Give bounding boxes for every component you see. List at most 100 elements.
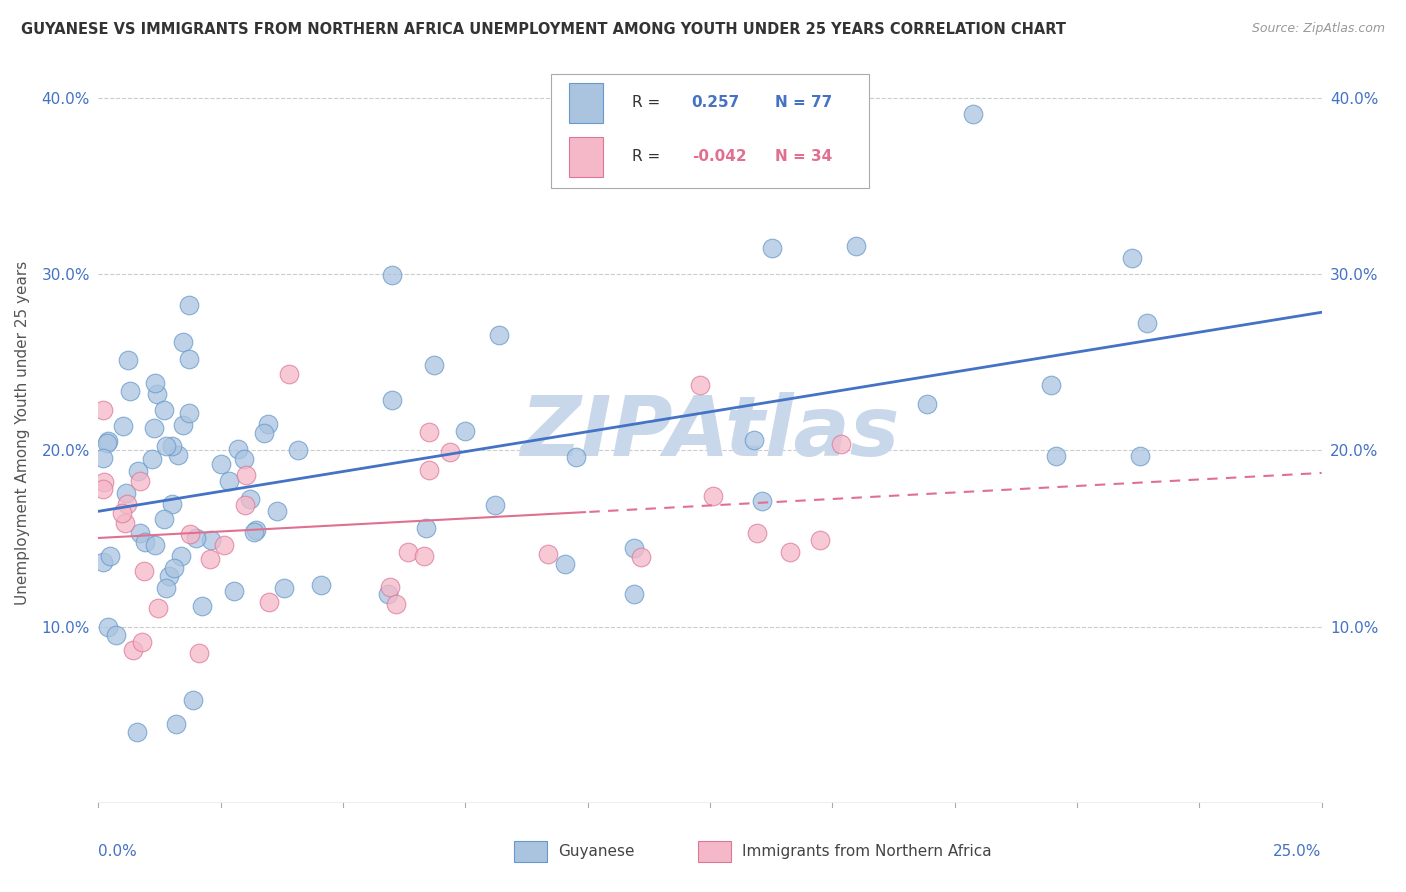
Point [96,436,118,450]
Point [111,419,134,434]
Point [111,506,134,520]
Point [761,241,783,255]
Point [418,425,440,440]
Text: Guyanese: Guyanese [558,844,636,859]
Point [93,475,115,489]
Point [415,520,437,534]
Point [104,628,127,642]
Point [554,557,576,571]
Point [191,599,214,613]
Point [381,268,404,282]
Point [378,580,401,594]
Point [1045,449,1067,463]
Text: N = 77: N = 77 [775,95,832,111]
Point [131,634,153,648]
Bar [569,83,603,123]
Point [1039,378,1062,392]
Point [623,541,645,555]
Point [744,433,766,447]
Point [845,238,868,252]
Text: 25.0%: 25.0% [1274,844,1322,858]
Point [134,534,156,549]
Point [198,551,221,566]
Point [117,352,139,367]
Point [211,457,233,471]
Point [181,692,204,706]
Point [422,358,444,372]
Point [808,533,831,548]
Point [962,107,984,121]
Point [157,569,180,583]
Bar [697,841,731,862]
Point [146,386,169,401]
Point [488,328,510,343]
Point [153,402,176,417]
Point [565,450,588,464]
Text: N = 34: N = 34 [775,149,832,164]
Text: 0.257: 0.257 [692,95,740,111]
Point [273,582,295,596]
Point [166,448,188,462]
Point [439,444,461,458]
Point [1136,316,1159,330]
Point [98,549,121,564]
Point [200,533,222,548]
Point [245,523,267,537]
Point [122,642,145,657]
Point [127,464,149,478]
Point [120,384,142,398]
Point [91,451,114,466]
Point [125,725,148,739]
Bar [551,73,869,188]
Point [179,298,201,312]
Point [277,367,299,381]
Point [257,595,280,609]
Point [287,442,309,457]
Point [179,527,201,541]
Point [702,489,724,503]
Point [239,491,262,506]
Point [160,439,183,453]
Point [184,532,207,546]
Point [91,555,114,569]
Point [155,439,177,453]
Point [751,493,773,508]
Point [1129,449,1152,463]
Point [689,377,711,392]
Point [143,420,166,434]
Point [172,335,194,350]
Point [218,474,240,488]
Text: GUYANESE VS IMMIGRANTS FROM NORTHERN AFRICA UNEMPLOYMENT AMONG YOUTH UNDER 25 YE: GUYANESE VS IMMIGRANTS FROM NORTHERN AFR… [21,22,1066,37]
Point [454,424,477,438]
Point [117,497,139,511]
Text: -0.042: -0.042 [692,149,747,164]
Point [266,504,288,518]
Point [172,418,194,433]
Point [623,586,645,600]
Point [152,512,174,526]
Point [381,392,404,407]
Point [309,578,332,592]
Point [418,463,440,477]
Point [143,538,166,552]
Point [212,538,235,552]
Point [177,406,200,420]
Point [132,564,155,578]
Point [396,545,419,559]
Text: R =: R = [631,95,659,111]
Point [915,397,938,411]
Point [412,549,434,563]
Text: Source: ZipAtlas.com: Source: ZipAtlas.com [1251,22,1385,36]
Point [233,451,256,466]
Point [177,351,200,366]
Point [779,544,801,558]
Text: ZIPAtlas: ZIPAtlas [520,392,900,473]
Point [235,468,257,483]
Point [155,582,177,596]
Point [1121,251,1143,265]
Text: Immigrants from Northern Africa: Immigrants from Northern Africa [742,844,991,859]
Point [257,417,280,431]
Point [830,437,852,451]
Point [141,451,163,466]
Point [162,560,184,574]
